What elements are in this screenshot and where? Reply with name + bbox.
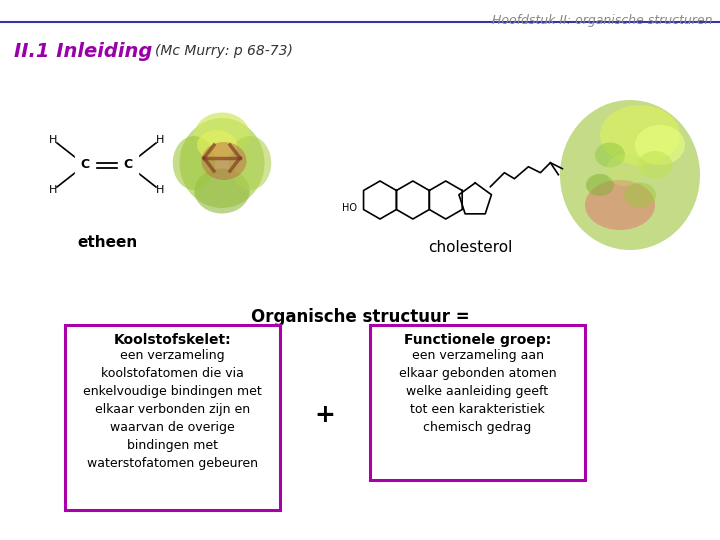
FancyBboxPatch shape: [65, 325, 280, 510]
Text: II.1 Inleiding: II.1 Inleiding: [14, 42, 153, 61]
FancyBboxPatch shape: [370, 325, 585, 480]
Text: H: H: [156, 185, 164, 195]
Text: H: H: [49, 135, 57, 145]
Ellipse shape: [624, 183, 656, 207]
Ellipse shape: [586, 174, 614, 196]
Ellipse shape: [194, 112, 250, 158]
Ellipse shape: [635, 125, 685, 165]
Text: een verzameling aan
elkaar gebonden atomen
welke aanleiding geeft
tot een karakt: een verzameling aan elkaar gebonden atom…: [399, 349, 557, 434]
Text: Koolstofskelet:: Koolstofskelet:: [114, 333, 231, 347]
Ellipse shape: [606, 154, 644, 186]
Ellipse shape: [197, 130, 237, 160]
Text: +: +: [315, 403, 336, 427]
Text: etheen: etheen: [77, 235, 137, 250]
Ellipse shape: [194, 168, 250, 213]
Ellipse shape: [595, 143, 625, 167]
Ellipse shape: [173, 136, 215, 190]
Ellipse shape: [585, 180, 655, 230]
Text: een verzameling
koolstofatomen die via
enkelvoudige bindingen met
elkaar verbond: een verzameling koolstofatomen die via e…: [83, 349, 262, 470]
Text: C: C: [81, 159, 89, 172]
Text: Functionele groep:: Functionele groep:: [404, 333, 551, 347]
Ellipse shape: [229, 136, 271, 190]
Text: H: H: [49, 185, 57, 195]
Text: cholesterol: cholesterol: [428, 240, 512, 255]
Ellipse shape: [560, 100, 700, 250]
Text: HO: HO: [342, 203, 357, 213]
Text: C: C: [123, 159, 132, 172]
Ellipse shape: [637, 151, 672, 179]
Ellipse shape: [600, 105, 680, 165]
Text: (Mc Murry: p 68-73): (Mc Murry: p 68-73): [155, 44, 293, 58]
Text: Hoofdstuk II: organische structuren: Hoofdstuk II: organische structuren: [492, 14, 712, 27]
Text: Organische structuur =: Organische structuur =: [251, 308, 469, 326]
Ellipse shape: [202, 142, 246, 180]
Text: H: H: [156, 135, 164, 145]
Ellipse shape: [179, 118, 264, 208]
